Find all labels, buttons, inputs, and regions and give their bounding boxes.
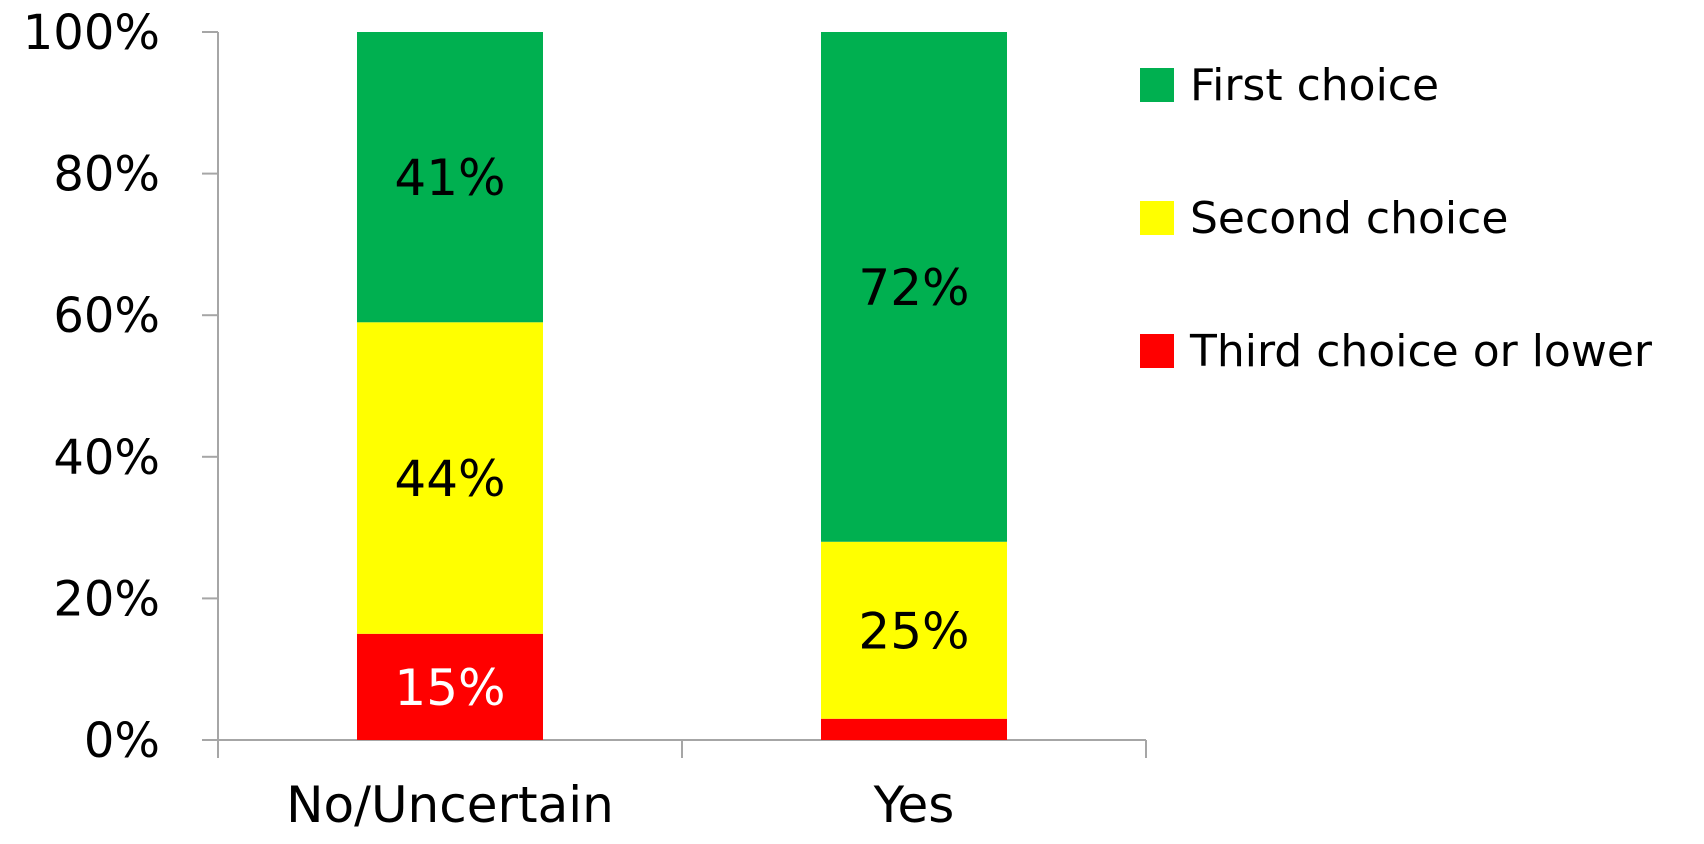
bar-segment	[357, 633, 543, 740]
y-tick-label: 20%	[53, 571, 160, 627]
bar-segment	[357, 32, 543, 323]
data-label: 25%	[858, 602, 969, 660]
y-tick-label: 40%	[53, 430, 160, 486]
bar-segment	[357, 322, 543, 634]
x-category-label: No/Uncertain	[286, 776, 614, 834]
data-label: 41%	[394, 149, 505, 207]
legend-swatch	[1140, 334, 1174, 368]
data-label: 72%	[858, 259, 969, 317]
data-label: 15%	[394, 659, 505, 717]
bar-segment	[821, 541, 1007, 719]
data-label: 44%	[394, 450, 505, 508]
bar-segment	[821, 718, 1007, 740]
y-tick-label: 0%	[84, 713, 160, 769]
y-tick-label: 60%	[53, 288, 160, 344]
y-tick-label: 80%	[53, 147, 160, 203]
x-category-label: Yes	[873, 776, 955, 834]
bar-segment	[821, 32, 1007, 542]
legend-swatch	[1140, 68, 1174, 102]
legend-swatch	[1140, 201, 1174, 235]
legend-label: Second choice	[1190, 193, 1508, 244]
legend-label: First choice	[1190, 60, 1439, 111]
legend-label: Third choice or lower	[1189, 326, 1653, 377]
y-tick-label: 100%	[23, 5, 160, 61]
